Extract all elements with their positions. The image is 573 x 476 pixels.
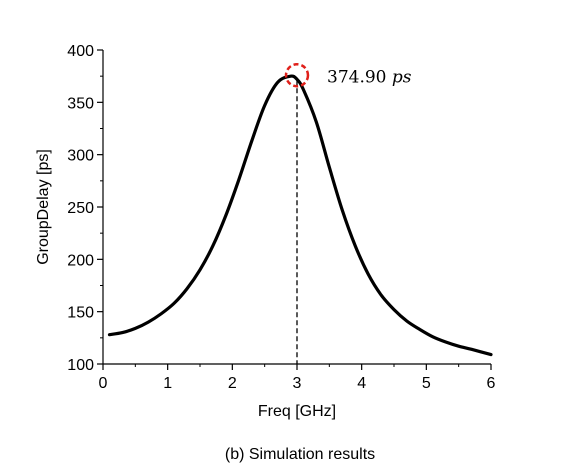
y-tick-label: 100 [67,357,94,374]
peak-unit: ps [392,67,412,87]
x-tick-label: 0 [99,375,108,392]
x-tick-label: 5 [422,375,431,392]
y-tick-label: 400 [67,43,94,60]
peak-value-label: 374.90 ps [327,67,412,87]
y-axis-title: GroupDelay [ps] [35,149,52,265]
group-delay-line [107,74,493,357]
x-tick-label: 3 [293,375,302,392]
y-tick-label: 350 [67,95,94,112]
x-axis-title: Freq [GHz] [258,403,336,420]
series [107,74,493,357]
peak-value: 374.90 [327,67,392,87]
y-tick-label: 150 [67,305,94,322]
x-tick-label: 6 [487,375,496,392]
y-tick-label: 300 [67,148,94,165]
ticks: 0 1 2 3 4 5 6 100 150 200 250 300 350 400 [67,43,495,392]
x-tick-label: 2 [228,375,237,392]
x-tick-label: 4 [357,375,366,392]
peak-marker-circle [284,63,310,88]
peak-annotation: 374.90 ps [284,63,412,364]
y-tick-label: 200 [67,252,94,269]
x-tick-label: 1 [163,375,172,392]
caption: (b) Simulation results [225,446,375,463]
y-tick-label: 250 [67,200,94,217]
